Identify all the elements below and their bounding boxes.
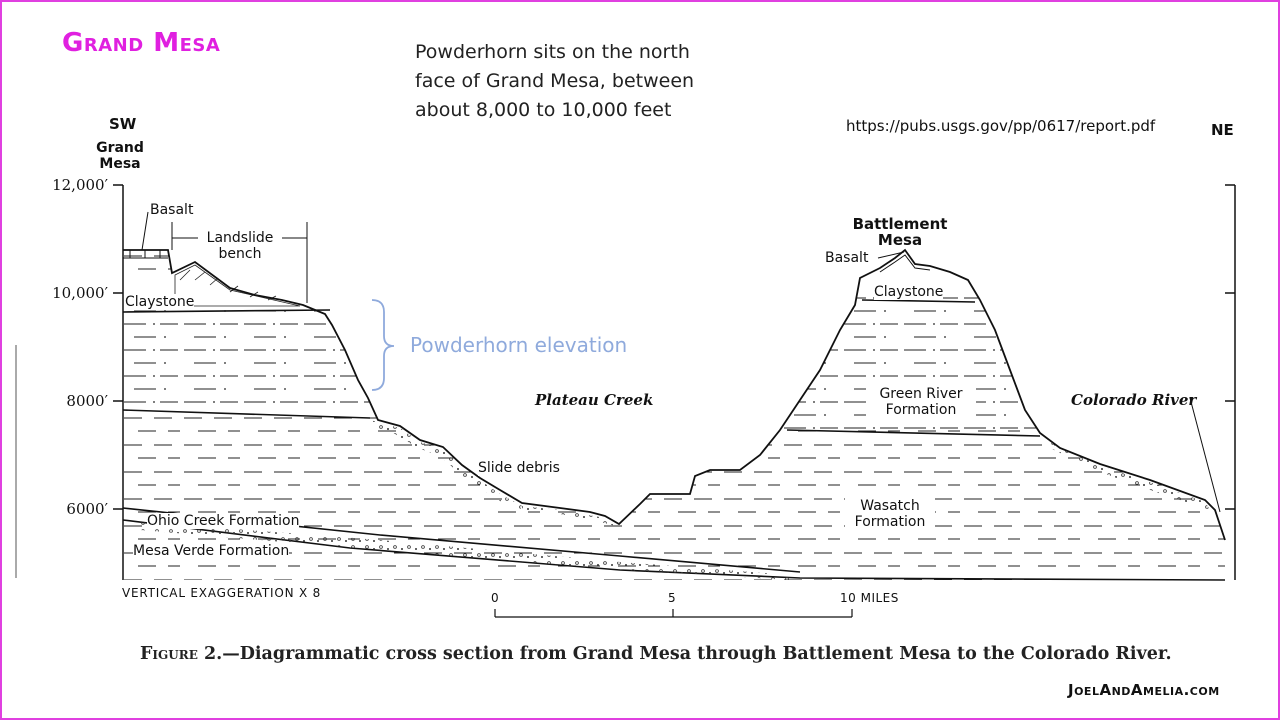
brand-watermark: JoelAndAmelia.com (1068, 681, 1220, 699)
caption-text: —Diagrammatic cross section from Grand M… (222, 644, 1172, 664)
leader-lines (141, 211, 1221, 513)
plateau-creek-label: Plateau Creek (535, 391, 654, 409)
landslide-bench-label: Landslide bench (206, 230, 274, 262)
y-label-12000: 12,000′ (52, 176, 108, 194)
caption-figure: Figure 2. (140, 644, 223, 664)
right-axis-ticks (1225, 184, 1235, 510)
powderhorn-elevation-label: Powderhorn elevation (410, 333, 628, 357)
direction-sw: SW (109, 115, 137, 133)
direction-ne: NE (1211, 121, 1234, 139)
y-label-6000: 6000′ (66, 500, 108, 518)
figure-caption: Figure 2.—Diagrammatic cross section fro… (140, 644, 1172, 664)
source-url: https://pubs.usgs.gov/pp/0617/report.pdf (846, 117, 1156, 135)
colorado-river-label: Colorado River (1071, 391, 1197, 409)
valley-gravel (522, 506, 616, 526)
scale-tick-10: 10 MILES (840, 591, 899, 605)
left-axis-ticks (113, 184, 123, 510)
wasatch-label: Wasatch Formation (845, 498, 935, 530)
slide-debris-label: Slide debris (478, 460, 560, 476)
scale-tick-5: 5 (668, 591, 677, 605)
powderhorn-bracket (371, 299, 395, 391)
terrain-profile (123, 248, 1226, 541)
ohio-creek-gravel (140, 522, 790, 580)
grand-mesa-label: Grand Mesa (96, 140, 144, 172)
scale-bar (494, 609, 853, 618)
slide-debris-left (370, 420, 522, 510)
slide-title: Grand Mesa (62, 28, 221, 58)
mesa-verde-label: Mesa Verde Formation (133, 543, 290, 559)
right-strata (619, 290, 1225, 580)
slide-debris-right (1045, 440, 1210, 510)
y-label-10000: 10,000′ (52, 284, 108, 302)
basalt-right-label: Basalt (825, 250, 869, 266)
battlement-mesa-label: Battlement Mesa (852, 215, 948, 249)
green-river-label: Green River Formation (866, 386, 976, 418)
powderhorn-note: Powderhorn sits on the north face of Gra… (415, 41, 695, 121)
ohio-creek-label: Ohio Creek Formation (147, 513, 300, 529)
scale-tick-0: 0 (491, 591, 500, 605)
basalt-caps (123, 250, 931, 273)
y-label-8000: 8000′ (66, 392, 108, 410)
vertical-exaggeration: VERTICAL EXAGGERATION X 8 (122, 586, 322, 600)
claystone-right-label: Claystone (874, 284, 944, 300)
basalt-left-label: Basalt (150, 202, 194, 218)
claystone-left-label: Claystone (125, 294, 195, 310)
